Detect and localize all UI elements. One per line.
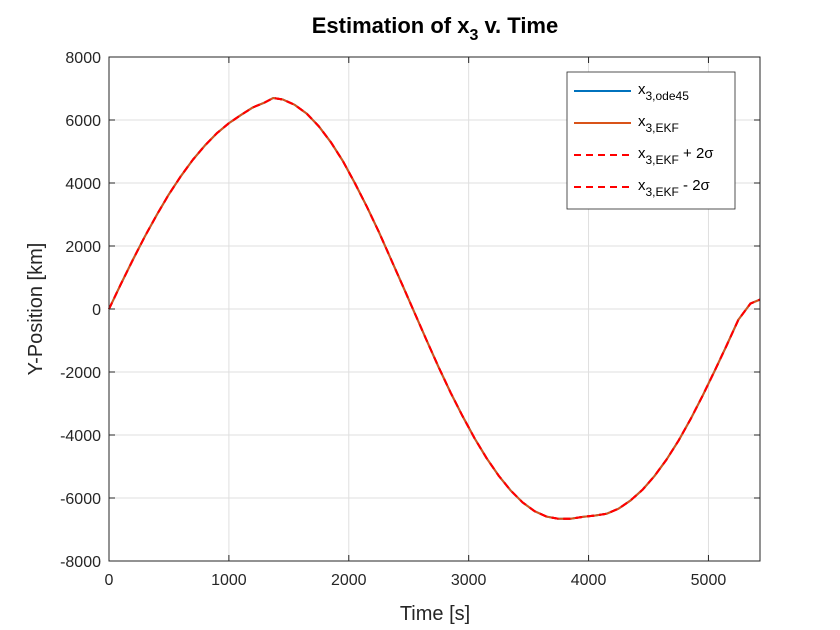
x-tick-label: 0	[105, 572, 114, 589]
chart-title-subscript: 3	[469, 27, 478, 44]
y-tick-label: 2000	[65, 239, 101, 256]
axis-ticks: 0 1000 2000 3000 4000 5000 -8000 -6000 -4000 -200…	[60, 50, 760, 589]
series-line-4	[108, 97, 761, 520]
chart-title: Estimation of x3 v. Time	[312, 13, 558, 44]
y-tick-label: -6000	[60, 491, 101, 508]
y-tick-label: -2000	[60, 365, 101, 382]
y-tick-label: 4000	[65, 176, 101, 193]
legend-box	[566, 71, 736, 210]
x-tick-label: 1000	[211, 572, 247, 589]
y-tick-label: 6000	[65, 113, 101, 130]
y-axis-label: Y-Position [km]	[25, 243, 47, 376]
y-tick-label: -4000	[60, 428, 101, 445]
y-tick-label: -8000	[60, 554, 101, 571]
y-tick-label: 0	[92, 302, 101, 319]
y-tick-label: 8000	[65, 50, 101, 67]
legend-entry-1: x3,ode45	[638, 81, 689, 103]
legend-entry-4: x3,EKF - 2σ	[638, 177, 711, 199]
x-tick-label: 4000	[571, 572, 607, 589]
legend-entry-2: x3,EKF	[638, 113, 679, 135]
chart-title-suffix: v. Time	[478, 13, 558, 38]
x-tick-label: 3000	[451, 572, 487, 589]
x-tick-label: 5000	[691, 572, 727, 589]
series-lines	[108, 97, 761, 520]
x-axis-label: Time [s]	[400, 603, 470, 625]
legend-entry-3: x3,EKF + 2σ	[638, 145, 714, 167]
legend: x3,ode45 x3,EKF x3,EKF + 2σ x3,EKF - 2σ	[566, 71, 736, 210]
x-tick-label: 2000	[331, 572, 367, 589]
